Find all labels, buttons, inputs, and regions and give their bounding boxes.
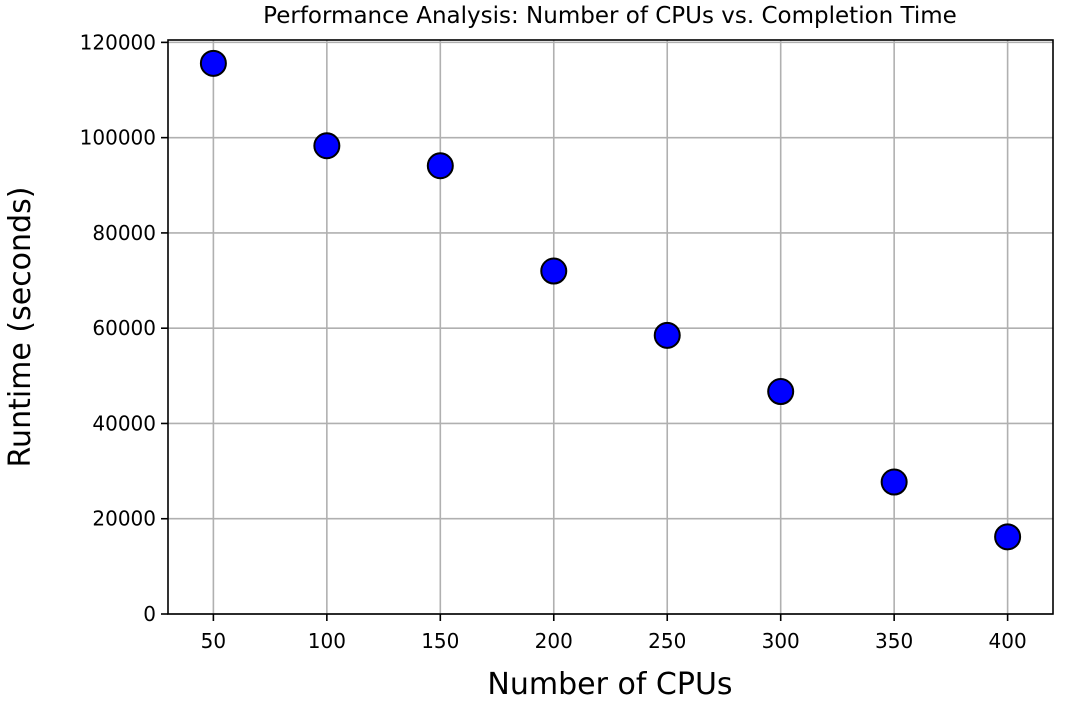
x-tick-label: 200 [535,629,573,653]
data-point [313,132,341,160]
x-tick-label: 150 [421,629,459,653]
x-tick-label: 350 [875,629,913,653]
y-tick-label: 0 [143,602,156,626]
y-tick-label: 60000 [92,316,156,340]
y-tick-label: 100000 [80,126,156,150]
y-tick-label: 20000 [92,507,156,531]
x-tick-label: 400 [989,629,1027,653]
data-point [540,257,568,285]
grid [168,40,1053,615]
y-axis-label: Runtime (seconds) [3,187,38,468]
data-points [199,49,1022,551]
data-point [994,523,1022,551]
plot-frame [167,39,1054,615]
x-tick-label: 50 [201,629,226,653]
data-point [426,152,454,180]
y-tick-label: 80000 [92,221,156,245]
y-tick-label: 120000 [80,30,156,54]
x-tick-label: 250 [648,629,686,653]
axis-ticks: 50 100 150 200 250 300 350 400 0 20000 40000 60000 8… [80,30,1027,653]
y-tick-label: 40000 [92,411,156,435]
x-tick-label: 100 [308,629,346,653]
data-point [653,321,681,349]
data-point [767,378,795,406]
x-tick-label: 300 [762,629,800,653]
data-point [199,49,227,77]
chart-title: Performance Analysis: Number of CPUs vs.… [263,3,957,29]
data-point [880,468,908,496]
x-axis-label: Number of CPUs [487,667,732,698]
